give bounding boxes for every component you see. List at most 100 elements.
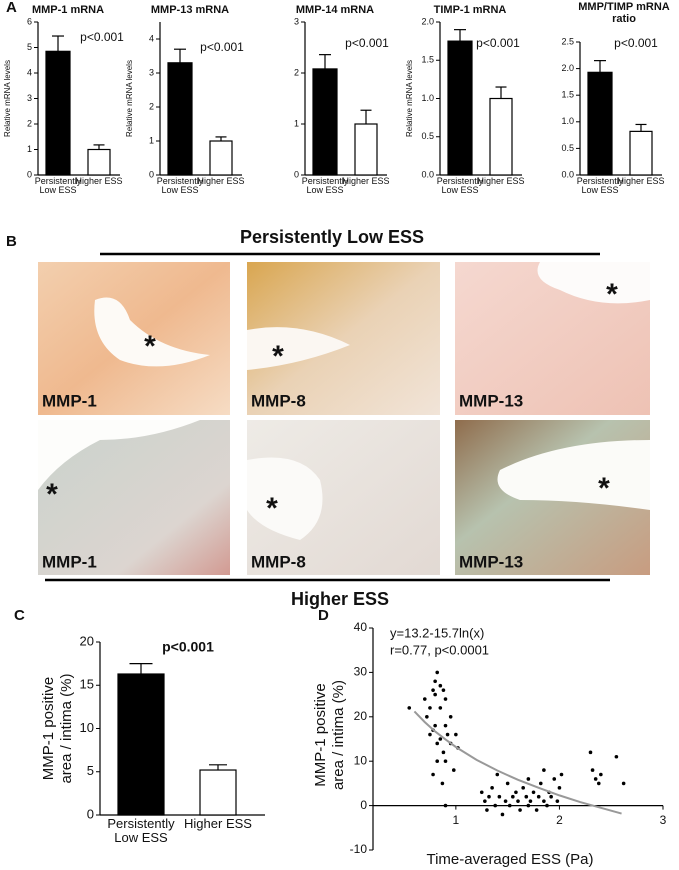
y-tick-label: 10 — [354, 753, 368, 767]
y-tick-label: 20 — [80, 633, 94, 648]
y-tick-label: 1.5 — [421, 55, 434, 65]
image-label: MMP-13 — [459, 552, 523, 571]
y-tick-label: 3 — [294, 16, 299, 26]
data-point — [497, 794, 502, 799]
lumen — [38, 420, 200, 490]
data-point — [538, 781, 543, 786]
data-point — [528, 799, 533, 803]
data-point — [454, 732, 458, 737]
x-tick-label: Persistently Low ESS — [301, 177, 349, 196]
data-point — [425, 715, 429, 719]
y-tick-label: 30 — [354, 665, 368, 679]
y-tick-label: 20 — [354, 709, 368, 723]
x-tick-label: 3 — [660, 813, 667, 827]
x-tick-label: Persistently Low ESS — [576, 177, 624, 196]
x-tick-label: Higher ESS — [75, 177, 123, 186]
lumen — [247, 327, 350, 370]
x-tick-label: 1 — [453, 813, 460, 827]
y-tick-label: 1.5 — [561, 90, 574, 100]
data-point — [526, 777, 531, 781]
data-point — [445, 732, 450, 737]
image-label: MMP-8 — [251, 391, 306, 410]
y-tick-label: 2.0 — [561, 63, 574, 73]
x-tick-label: Higher ESS — [617, 177, 665, 186]
annotation: p<0.001 — [80, 30, 124, 44]
histology-images — [38, 262, 650, 575]
data-point — [428, 732, 432, 737]
x-tick-label-box: Higher ESS — [184, 817, 252, 831]
y-tick-label: 2.5 — [561, 36, 574, 46]
x-tick-label-box: Higher ESS — [75, 177, 123, 186]
data-point — [438, 683, 443, 688]
y-tick-label: 2 — [294, 67, 299, 77]
bar — [447, 40, 473, 176]
data-point — [431, 688, 435, 692]
x-tick-label: Persistently Low ESS — [156, 177, 204, 196]
data-point — [559, 772, 564, 777]
histology-title: Persistently Low ESS — [240, 227, 424, 247]
data-point — [596, 781, 601, 786]
lumen-marker: * — [266, 492, 278, 525]
y-axis-label: MMP-1 positivearea / intima (%) — [312, 680, 347, 790]
y-tick-label: 0.5 — [421, 131, 434, 141]
y-tick-label: -10 — [350, 842, 368, 856]
y-tick-label: 0 — [360, 798, 367, 812]
data-point — [443, 803, 448, 808]
data-point — [500, 812, 505, 817]
panel-label: B — [6, 233, 17, 250]
data-point — [443, 759, 448, 763]
annotation: p<0.001 — [200, 40, 244, 54]
y-tick-label: 0 — [27, 169, 32, 179]
data-point — [511, 794, 515, 799]
data-point — [593, 777, 598, 781]
data-point — [490, 786, 494, 790]
bar — [629, 130, 653, 176]
annotation: p<0.001 — [476, 36, 520, 50]
data-point — [438, 737, 443, 741]
data-point — [440, 781, 445, 786]
data-point — [552, 777, 557, 781]
chart-title-box: MMP/TIMP mRNA ratio — [578, 2, 669, 24]
y-tick-label: 5 — [87, 763, 94, 778]
x-tick-label-box: Persistently Low ESS — [576, 177, 624, 196]
lumen — [247, 457, 323, 540]
y-tick-label: 3 — [27, 93, 32, 103]
data-point — [542, 799, 546, 803]
data-point — [441, 750, 446, 755]
panel-label: D — [318, 607, 329, 624]
data-point — [438, 706, 443, 710]
data-point — [507, 803, 512, 808]
chart-title: TIMP-1 mRNA — [434, 4, 507, 16]
x-tick-label-box: Persistently Low ESS — [156, 177, 204, 196]
data-point — [435, 741, 440, 746]
x-tick-label: Higher ESS — [477, 177, 525, 186]
data-point — [448, 715, 453, 719]
y-tick-label: 1 — [294, 118, 299, 128]
data-point — [590, 768, 595, 772]
data-point — [431, 772, 435, 777]
x-tick-label-box: Higher ESS — [342, 177, 389, 186]
y-tick-label: 3 — [149, 67, 154, 77]
data-point — [435, 670, 440, 675]
data-point — [495, 772, 500, 777]
y-tick-label: 2 — [149, 101, 154, 111]
data-point — [526, 803, 531, 808]
data-point — [433, 723, 437, 728]
y-tick-label: 2.0 — [421, 16, 434, 26]
bar — [209, 140, 233, 176]
data-point — [435, 759, 440, 763]
bar — [489, 97, 513, 176]
annotation: p<0.001 — [162, 639, 214, 655]
image-label: MMP-13 — [459, 391, 523, 410]
bar — [45, 50, 71, 176]
x-tick-label: Higher ESS — [184, 817, 252, 831]
fit-curve — [413, 710, 622, 815]
panel-label: C — [14, 607, 25, 624]
data-point — [441, 688, 446, 692]
bar — [167, 62, 193, 176]
x-tick-label-box: Persistently Low ESS — [301, 177, 349, 196]
data-point — [599, 772, 603, 777]
annotation: y=13.2-15.7ln(x) — [390, 625, 484, 640]
y-tick-label: 0.0 — [561, 169, 574, 179]
bar — [199, 769, 237, 816]
